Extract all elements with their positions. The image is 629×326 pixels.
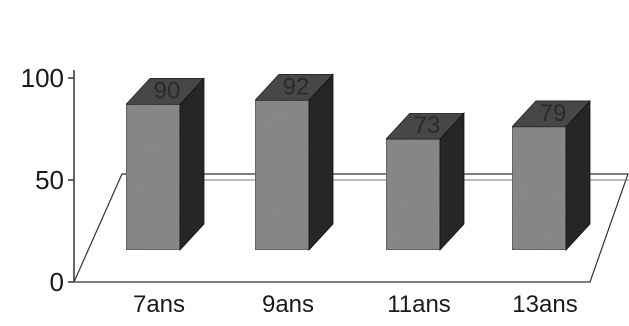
bar-9ans <box>254 73 334 252</box>
x-tick-label: 11ans <box>387 291 451 318</box>
bar-side <box>439 112 465 252</box>
y-tick-label: 50 <box>35 165 64 195</box>
data-label: 90 <box>154 77 181 104</box>
bar-front <box>254 99 310 251</box>
data-label: 79 <box>540 100 567 127</box>
bar-side <box>565 99 591 252</box>
x-tick-label: 7ans <box>133 291 185 318</box>
data-label: 92 <box>283 73 310 100</box>
x-tick-label: 9ans <box>262 291 314 318</box>
x-tick-label: 13ans <box>512 291 577 318</box>
bar-side <box>179 77 205 252</box>
bar-side <box>308 73 334 252</box>
data-label: 73 <box>414 112 441 139</box>
bar-7ans <box>125 77 205 252</box>
bar-front <box>125 104 181 251</box>
floor-plane <box>73 173 629 283</box>
bar-11ans <box>385 112 465 252</box>
bar-front <box>511 126 567 251</box>
y-tick-label: 100 <box>21 63 64 93</box>
bar-13ans <box>511 99 591 252</box>
y-tick-label: 0 <box>50 267 64 297</box>
bar-front <box>385 138 441 251</box>
